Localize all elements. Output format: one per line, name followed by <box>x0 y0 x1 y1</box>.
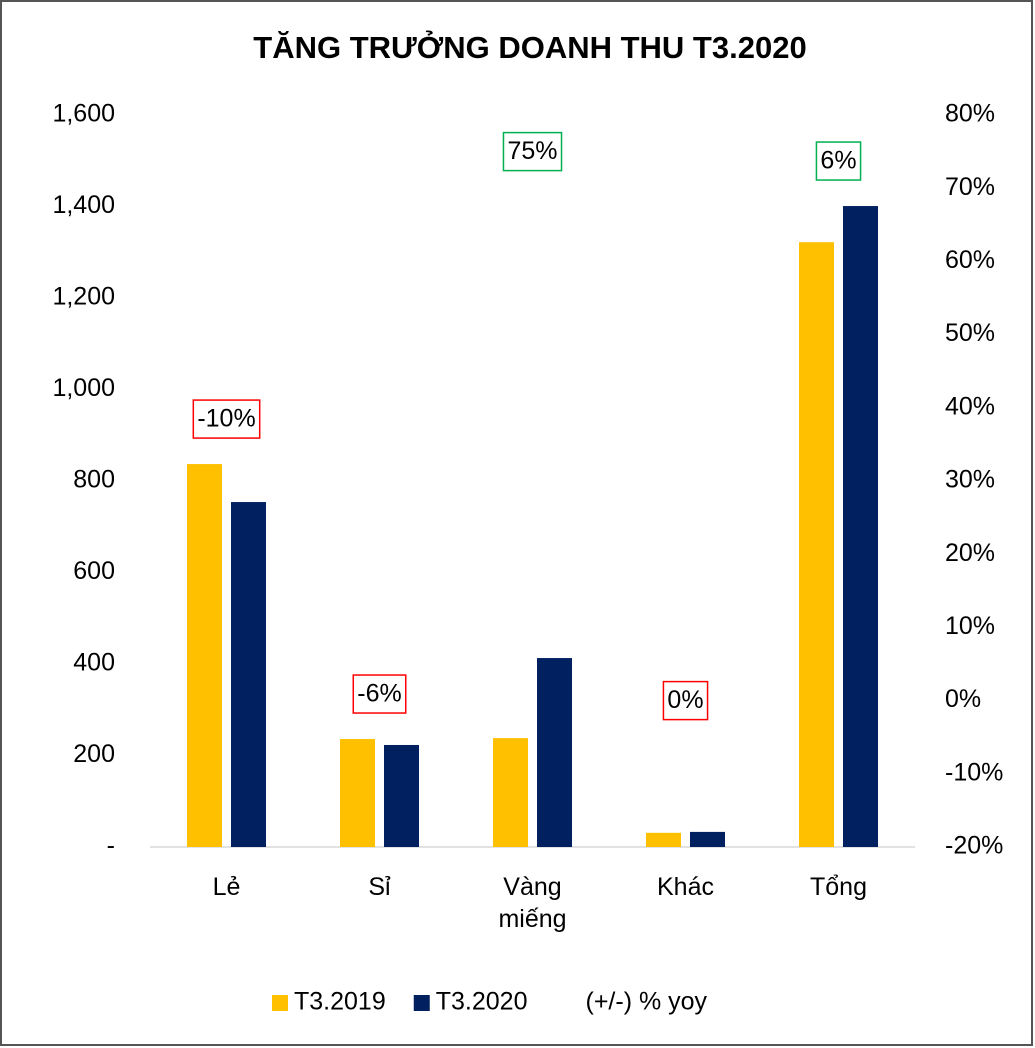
data-label-box <box>815 141 862 181</box>
data-label: 75% <box>507 137 557 165</box>
legend-swatch <box>272 995 288 1011</box>
y-tick-label: 1,200 <box>52 283 115 311</box>
bar <box>493 738 528 847</box>
y2-tick-label: 50% <box>945 319 995 347</box>
x-tick-label: Tổng <box>810 873 867 901</box>
y2-tick-label: 80% <box>945 100 995 128</box>
data-label-box <box>502 131 563 172</box>
y2-tick-label: 20% <box>945 539 995 567</box>
legend-swatch <box>413 995 430 1011</box>
y-tick-label: 800 <box>73 466 115 494</box>
data-label: -10% <box>197 405 255 433</box>
y2-tick-label: -20% <box>945 832 1003 860</box>
legend-label: T3.2020 <box>436 988 528 1016</box>
y-tick-label: 1,000 <box>52 374 115 402</box>
y-tick-label: - <box>107 832 115 860</box>
legend-label: T3.2019 <box>294 988 386 1016</box>
bar <box>537 658 572 847</box>
y-tick-label: 1,400 <box>52 191 115 219</box>
data-label: -6% <box>357 680 401 708</box>
bar <box>646 832 681 847</box>
bar <box>690 831 725 847</box>
y2-tick-label: 70% <box>945 173 995 201</box>
y2-tick-label: 0% <box>945 685 981 713</box>
chart-title: TĂNG TRƯỞNG DOANH THU T3.2020 <box>253 29 806 65</box>
data-label: 6% <box>820 147 856 175</box>
y-tick-label: 1,600 <box>52 100 115 128</box>
y2-tick-label: 10% <box>945 612 995 640</box>
bar <box>340 739 375 847</box>
y2-tick-label: -10% <box>945 758 1003 786</box>
y-tick-label: 600 <box>73 557 115 585</box>
y2-tick-label: 40% <box>945 392 995 420</box>
y-tick-label: 400 <box>73 649 115 677</box>
y-tick-label: 200 <box>73 740 115 768</box>
bar <box>799 242 834 847</box>
legend-label: (+/-) % yoy <box>586 988 708 1016</box>
x-tick-label: Sỉ <box>368 873 391 901</box>
data-label-box <box>352 674 407 714</box>
y2-tick-label: 30% <box>945 466 995 494</box>
bar <box>187 464 222 847</box>
bar <box>231 502 266 847</box>
y2-tick-label: 60% <box>945 246 995 274</box>
data-label-box <box>192 399 261 439</box>
data-label: 0% <box>667 686 703 714</box>
bar <box>843 206 878 848</box>
x-tick-label: Khác <box>657 873 714 901</box>
data-label-box <box>662 680 709 721</box>
x-tick-label: Lẻ <box>212 873 241 901</box>
x-tick-label: Vàng miếng <box>498 873 567 933</box>
bar <box>384 744 419 847</box>
